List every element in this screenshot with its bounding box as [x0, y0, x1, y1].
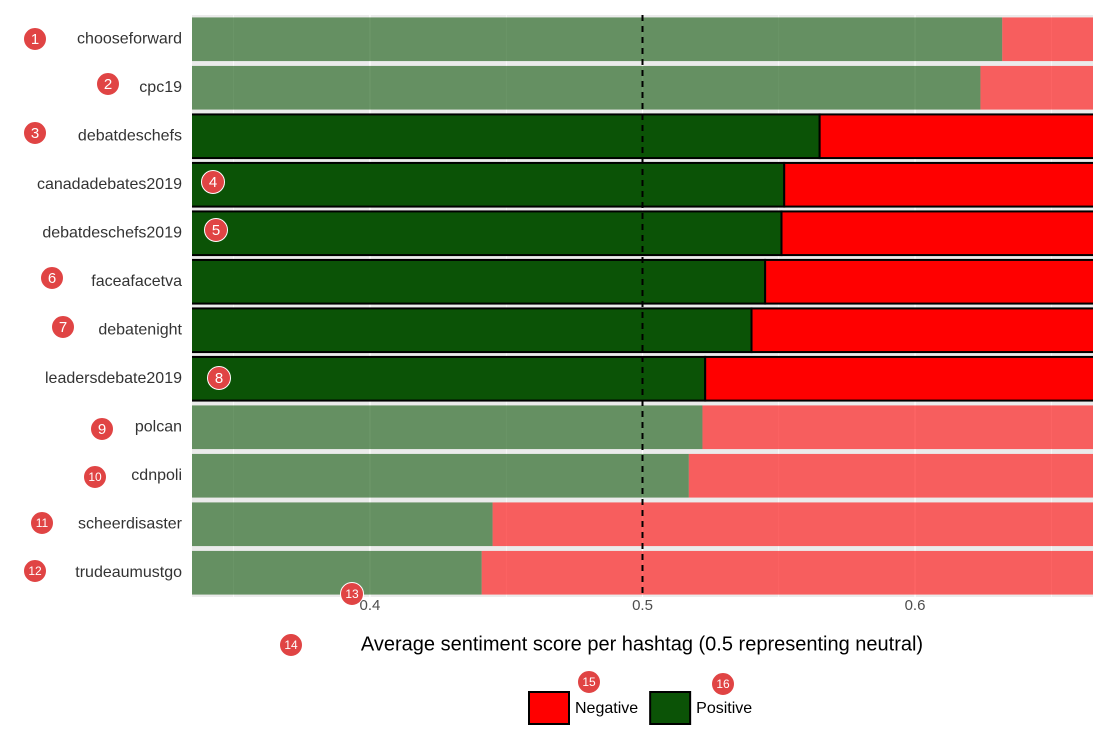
x-tick-label: 0.4	[360, 597, 381, 614]
badge	[23, 27, 47, 51]
y-tick-label: faceafacetva	[91, 273, 182, 290]
legend-key	[649, 691, 692, 725]
y-tick-label: scheerdisaster	[78, 515, 183, 532]
badge	[96, 72, 120, 96]
badge-label: 15	[582, 675, 596, 689]
y-tick-label: debatdeschefs	[78, 127, 182, 144]
badge-label: 1	[31, 31, 39, 48]
badge-label: 7	[59, 319, 67, 336]
badge-label: 8	[215, 370, 223, 387]
x-axis-label: Average sentiment score per hashtag (0.5…	[361, 633, 923, 655]
badge-label: 14	[284, 638, 298, 652]
badge-label: 12	[28, 564, 42, 578]
badge-label: 2	[104, 76, 112, 93]
bar-segment	[192, 210, 783, 257]
badge	[51, 315, 75, 339]
badge-label: 4	[209, 174, 217, 191]
bar-segment	[1002, 17, 1093, 62]
badge-label: 10	[88, 470, 102, 484]
badge-label: 3	[31, 125, 39, 142]
bar-segment	[192, 161, 786, 208]
bar-segment	[780, 210, 1093, 257]
badge	[30, 511, 54, 535]
legend-label: Positive	[696, 700, 752, 717]
bar-segment	[818, 113, 1093, 160]
badge	[204, 218, 228, 242]
legend-key	[528, 691, 570, 725]
bar-segment	[192, 550, 482, 595]
bar-segment	[688, 453, 1093, 498]
x-tick-label: 0.6	[905, 597, 926, 614]
y-tick-label: leadersdebate2019	[45, 370, 182, 387]
bar-segment	[764, 258, 1093, 305]
bar-segment	[192, 405, 703, 450]
badge	[83, 465, 107, 489]
legend-label: Negative	[575, 700, 638, 717]
badge	[23, 559, 47, 583]
badge	[23, 121, 47, 145]
bar-segment	[750, 307, 1093, 354]
badge	[340, 582, 364, 606]
bar-segment	[704, 355, 1093, 402]
badge-label: 9	[98, 421, 106, 438]
badge-label: 16	[716, 677, 730, 691]
badge-label: 6	[48, 270, 56, 287]
x-tick-label: 0.5	[632, 597, 653, 614]
bar-segment	[783, 161, 1093, 208]
y-tick-label: cdnpoli	[131, 467, 182, 484]
badge	[207, 366, 231, 390]
badge-label: 5	[212, 222, 220, 239]
y-tick-label: canadadebates2019	[37, 176, 182, 193]
badge-label: 13	[345, 587, 359, 601]
y-tick-label: cpc19	[139, 79, 182, 96]
badge	[279, 633, 303, 657]
y-tick-label: debatenight	[98, 321, 182, 338]
bar-segment	[702, 405, 1093, 450]
bar-segment	[481, 550, 1093, 595]
badge	[201, 170, 225, 194]
y-tick-label: polcan	[135, 418, 182, 435]
bar-segment	[192, 65, 981, 110]
badge	[711, 672, 735, 696]
badge	[90, 417, 114, 441]
badge	[577, 670, 601, 694]
bar-segment	[980, 65, 1093, 110]
bar-segment	[192, 113, 821, 160]
y-tick-label: chooseforward	[77, 30, 182, 47]
bar-segment	[192, 453, 689, 498]
bar-segment	[492, 502, 1093, 547]
bar-segment	[192, 502, 493, 547]
badge-label: 11	[36, 516, 49, 530]
badge	[40, 266, 64, 290]
y-tick-label: trudeaumustgo	[75, 564, 182, 581]
bar-segment	[192, 17, 1003, 62]
y-tick-label: debatdeschefs2019	[42, 224, 182, 241]
